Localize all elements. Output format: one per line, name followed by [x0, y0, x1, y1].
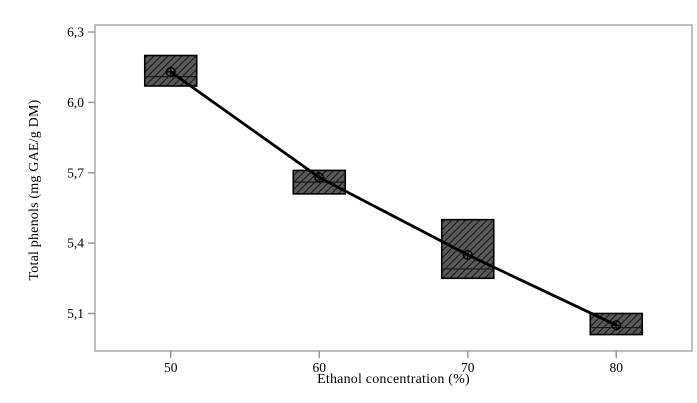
y-axis-title: Total phenols (mg GAE/g DM) [27, 99, 42, 281]
mean-marker-circle [314, 172, 325, 183]
y-tick-label: 6,3 [67, 25, 84, 40]
y-tick-label: 6,0 [67, 95, 84, 110]
mean-marker-circle [165, 66, 176, 77]
y-tick-label: 5,1 [67, 306, 84, 321]
x-tick-label: 60 [312, 360, 326, 375]
x-tick-label: 80 [610, 360, 624, 375]
mean-marker-circle [462, 249, 473, 260]
x-tick-label: 70 [461, 360, 475, 375]
y-tick-label: 5,4 [67, 236, 84, 251]
y-tick-label: 5,7 [67, 165, 84, 180]
x-axis-title: Ethanol concentration (%) [317, 372, 470, 387]
x-tick-label: 50 [164, 360, 178, 375]
mean-marker-circle [611, 320, 622, 331]
trend-line [169, 70, 618, 327]
